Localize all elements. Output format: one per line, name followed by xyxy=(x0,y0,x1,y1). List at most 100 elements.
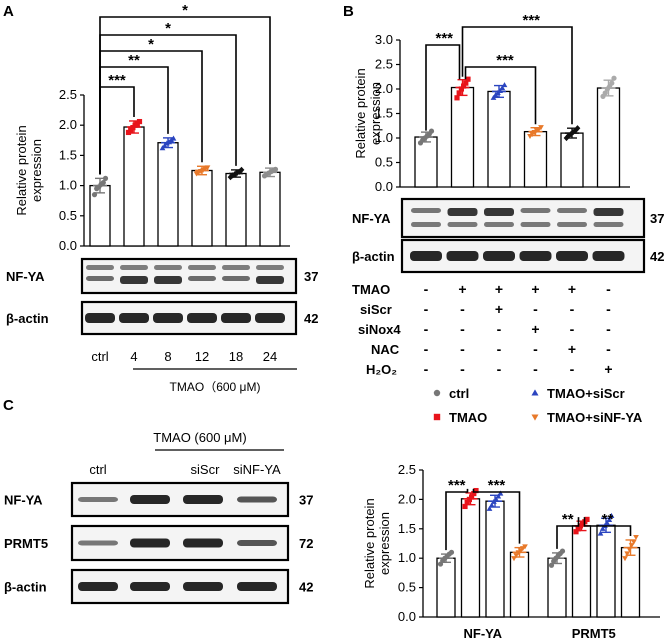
data-point xyxy=(574,125,581,132)
bar xyxy=(460,498,481,618)
y-tick-label: 2.5 xyxy=(398,462,416,477)
condition-sign: - xyxy=(424,321,429,337)
significance-bracket xyxy=(445,488,469,551)
x-tick-label: 18 xyxy=(229,349,243,364)
bar xyxy=(450,86,475,188)
band xyxy=(154,276,182,284)
data-point xyxy=(624,551,631,557)
panel-c-chart: 0.0 0.5 1.0 1.5 2.0 2.5 Relative proteinexpres… xyxy=(362,462,660,641)
data-point xyxy=(604,519,610,525)
band xyxy=(237,582,277,591)
blot-size: 42 xyxy=(299,580,313,595)
band xyxy=(447,222,478,227)
condition-sign: - xyxy=(497,321,502,337)
bar xyxy=(123,126,145,247)
significance-bracket xyxy=(99,16,271,175)
data-point xyxy=(602,90,608,96)
condition-sign: - xyxy=(460,301,465,317)
x-tick-label: 12 xyxy=(195,349,209,364)
significance-label: * xyxy=(182,2,188,19)
bar xyxy=(560,132,584,188)
band xyxy=(85,313,115,323)
legend-marker xyxy=(531,389,539,396)
condition-sign: + xyxy=(458,281,466,297)
band xyxy=(484,208,514,216)
significance-label: * xyxy=(148,36,154,53)
significance-bracket xyxy=(99,50,203,175)
data-point xyxy=(599,525,606,531)
condition-sign: - xyxy=(606,341,611,357)
y-axis-label: Relative proteinexpression xyxy=(14,125,44,215)
x-tick-label: PRMT5 xyxy=(572,626,616,641)
band xyxy=(237,540,277,546)
data-point xyxy=(465,76,471,82)
data-point xyxy=(522,544,528,550)
band xyxy=(86,265,114,270)
condition-sign: + xyxy=(495,301,503,317)
x-tick-label: 24 xyxy=(263,349,277,364)
panel-a-chart: 0.0 0.5 1.0 1.5 2.0 2.5 Relative proteinexpres… xyxy=(14,2,297,370)
significance-label: *** xyxy=(108,72,126,89)
band xyxy=(410,251,442,261)
bar xyxy=(485,500,505,618)
data-point xyxy=(608,512,615,518)
panel-a-blots: NF-YA 37 β-actin 42 xyxy=(6,257,318,336)
y-tick-label: 0.0 xyxy=(59,238,77,253)
band xyxy=(154,265,182,270)
band xyxy=(78,582,118,591)
data-point xyxy=(229,172,236,179)
y-tick-label: 0.5 xyxy=(398,580,416,595)
band xyxy=(153,313,183,323)
legend-label: TMAO+siNF-YA xyxy=(547,410,643,425)
condition-sign: - xyxy=(424,281,429,297)
significance-bracket xyxy=(472,488,521,544)
data-point xyxy=(204,165,211,171)
band xyxy=(130,495,170,504)
bar xyxy=(571,525,592,618)
condition-sign: + xyxy=(568,341,576,357)
condition-sign: - xyxy=(533,341,538,357)
panel-a-x-label: TMAO（600 μM) xyxy=(170,380,261,394)
significance-label: ** xyxy=(128,52,140,69)
y-tick-label: 0.5 xyxy=(59,208,77,223)
data-point xyxy=(495,493,502,499)
condition-sign: - xyxy=(460,361,465,377)
data-point xyxy=(170,135,177,141)
band xyxy=(188,276,216,281)
significance-label: *** xyxy=(522,12,540,29)
panel-b-blots: NF-YA 37 β-actin 42 xyxy=(352,197,664,274)
data-point xyxy=(473,487,479,494)
data-point xyxy=(513,553,520,559)
significance-bracket xyxy=(461,26,573,125)
data-point xyxy=(238,166,245,174)
condition-sign: - xyxy=(497,341,502,357)
y-tick-label: 1.0 xyxy=(398,550,416,565)
significance-label: * xyxy=(165,20,171,37)
bar xyxy=(509,551,530,618)
y-tick-label: 1.5 xyxy=(398,521,416,536)
data-point xyxy=(236,168,243,175)
data-point xyxy=(611,75,617,81)
data-point xyxy=(622,556,628,562)
panel-letter-a: A xyxy=(3,3,14,20)
panel-b-chart: 0.0 0.5 1.0 1.5 2.0 2.5 3.0 Relative proteinexp… xyxy=(353,12,630,194)
bar xyxy=(436,557,456,618)
bar xyxy=(259,171,281,247)
data-point xyxy=(100,179,106,186)
blot-size: 72 xyxy=(299,536,313,551)
band xyxy=(446,251,479,261)
panel-letter-c: C xyxy=(3,397,14,414)
panel-c-legend: ctrl TMAO+siScr TMAO TMAO+siNF-YA xyxy=(433,386,643,425)
band xyxy=(411,222,441,227)
blot-size: 42 xyxy=(304,311,318,326)
condition-sign: - xyxy=(460,341,465,357)
band xyxy=(222,276,250,281)
significance-label: ** xyxy=(602,511,614,528)
data-point xyxy=(570,129,576,136)
data-point xyxy=(272,166,279,172)
y-axis-label: Relative proteinexpression xyxy=(353,68,383,158)
condition-sign: - xyxy=(533,361,538,377)
condition-sign: + xyxy=(568,281,576,297)
significance-bracket xyxy=(425,44,461,131)
